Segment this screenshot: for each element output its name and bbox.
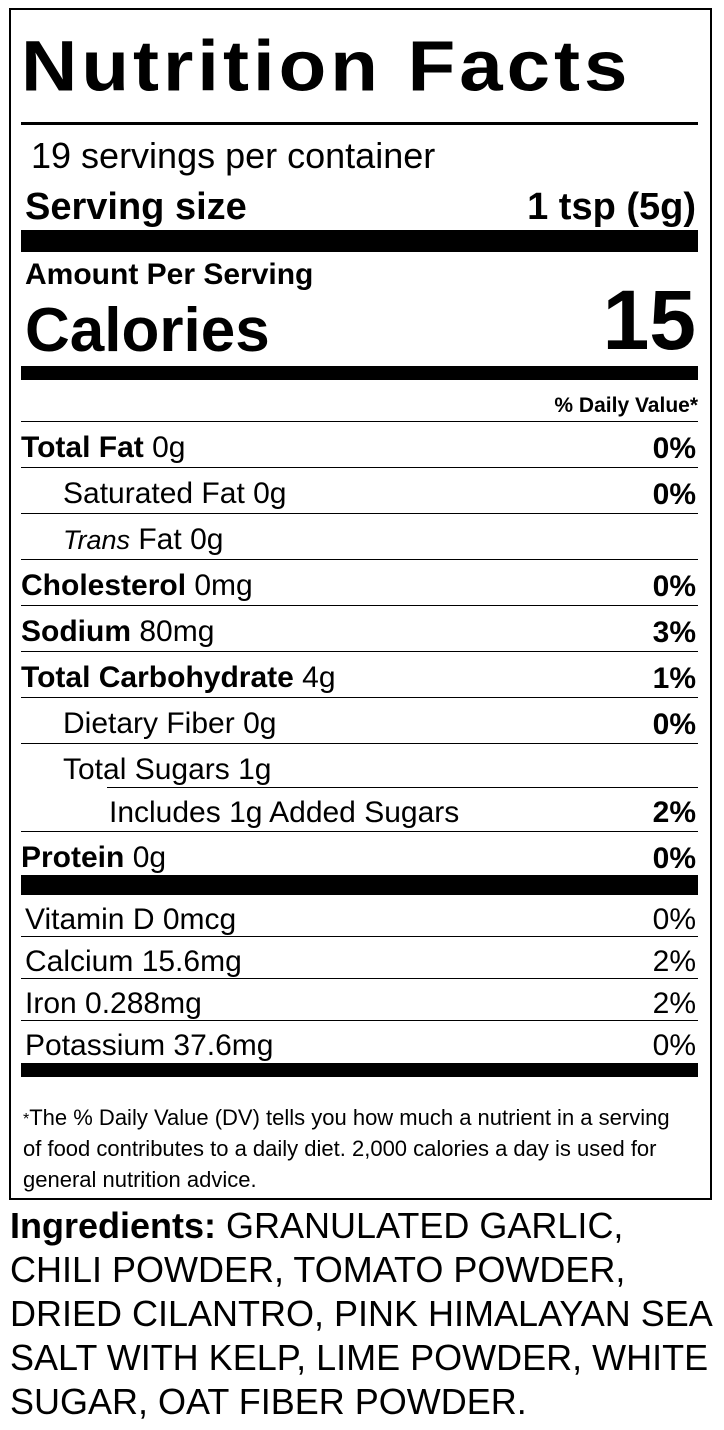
nutrient-dv: 0%	[652, 570, 696, 603]
amount-per-serving: Amount Per Serving	[25, 258, 314, 291]
vitamin-row-vitamin-d: Vitamin D 0mcg 0%	[21, 895, 698, 937]
daily-value-footnote: *The % Daily Value (DV) tells you how mu…	[23, 1105, 670, 1192]
daily-value-header: % Daily Value*	[554, 394, 698, 417]
nutrient-dv: 0%	[652, 478, 696, 511]
calories-value: 15	[602, 273, 696, 367]
nutrient-label: Trans Fat 0g	[63, 523, 224, 556]
nutrient-label: Total Sugars 1g	[63, 753, 272, 786]
nutrient-label: Dietary Fiber 0g	[63, 707, 277, 740]
vitamin-dv: 0%	[652, 1029, 696, 1062]
nutrient-row-added-sugars: Includes 1g Added Sugars 2%	[21, 788, 698, 832]
nutrient-row-sodium: Sodium 80mg 3%	[21, 606, 698, 652]
vitamins-divider	[21, 1063, 698, 1077]
title-divider	[21, 122, 698, 125]
vitamin-label: Iron 0.288mg	[25, 987, 202, 1020]
vitamin-row-iron: Iron 0.288mg 2%	[21, 979, 698, 1021]
thick-divider	[21, 230, 698, 252]
ingredients-statement: Ingredients: GRANULATED GARLIC, CHILI PO…	[10, 1204, 715, 1424]
servings-per-container: 19 servings per container	[31, 135, 436, 176]
nutrient-label: Protein 0g	[21, 841, 167, 874]
nutrition-facts-panel: Nutrition Facts 19 servings per containe…	[9, 8, 712, 1200]
serving-size-value: 1 tsp (5g)	[527, 186, 696, 228]
calories-divider	[21, 366, 698, 380]
vitamin-dv: 2%	[652, 945, 696, 978]
serving-size-label: Serving size	[25, 186, 247, 228]
nutrient-label: Cholesterol 0mg	[21, 569, 253, 602]
dv-header-divider	[21, 421, 698, 422]
vitamin-dv: 2%	[652, 987, 696, 1020]
nutrient-label: Total Carbohydrate 4g	[21, 661, 336, 694]
nutrient-dv: 0%	[652, 432, 696, 465]
nutrient-row-protein: Protein 0g 0%	[21, 832, 698, 876]
nutrient-row-cholesterol: Cholesterol 0mg 0%	[21, 560, 698, 606]
label-title: Nutrition Facts	[21, 25, 632, 107]
nutrient-label: Sodium 80mg	[21, 615, 215, 648]
vitamin-label: Potassium 37.6mg	[25, 1029, 274, 1062]
nutrient-row-total-carbohydrate: Total Carbohydrate 4g 1%	[21, 652, 698, 698]
vitamin-row-potassium: Potassium 37.6mg 0%	[21, 1021, 698, 1063]
nutrient-label: Saturated Fat 0g	[63, 477, 287, 510]
nutrient-row-total-sugars: Total Sugars 1g	[21, 744, 698, 788]
vitamin-label: Vitamin D 0mcg	[25, 903, 237, 936]
nutrient-dv: 0%	[652, 708, 696, 741]
nutrient-row-total-fat: Total Fat 0g 0%	[21, 422, 698, 468]
nutrient-row-dietary-fiber: Dietary Fiber 0g 0%	[21, 698, 698, 744]
vitamin-row-calcium: Calcium 15.6mg 2%	[21, 937, 698, 979]
nutrient-dv: 0%	[652, 842, 696, 875]
calories-label: Calories	[25, 296, 270, 365]
nutrient-row-saturated-fat: Saturated Fat 0g 0%	[21, 468, 698, 514]
nutrient-label: Total Fat 0g	[21, 431, 186, 464]
nutrient-row-trans-fat: Trans Fat 0g	[21, 514, 698, 560]
nutrient-dv: 1%	[652, 662, 696, 695]
nutrient-label: Includes 1g Added Sugars	[109, 796, 460, 829]
nutrient-dv: 2%	[652, 796, 696, 829]
nutrient-dv: 3%	[652, 616, 696, 649]
vitamin-label: Calcium 15.6mg	[25, 945, 242, 978]
ingredients-label: Ingredients:	[10, 1205, 217, 1246]
protein-divider	[21, 875, 698, 895]
ingredients-list: GRANULATED GARLIC, CHILI POWDER, TOMATO …	[10, 1205, 711, 1422]
vitamin-dv: 0%	[652, 903, 696, 936]
